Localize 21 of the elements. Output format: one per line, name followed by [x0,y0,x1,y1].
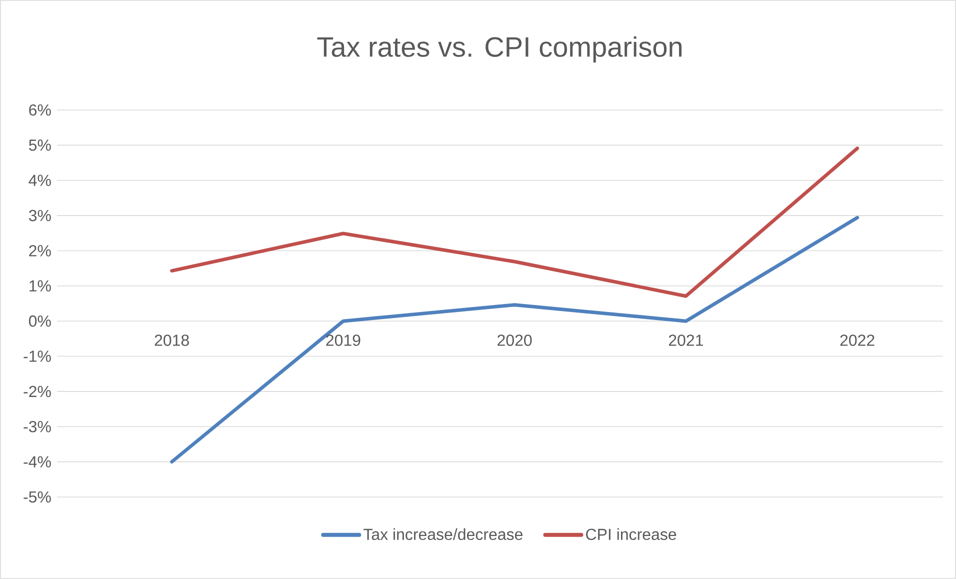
chart-title: Tax rates vs. CPI comparison [317,36,682,62]
y-tick-label: 4% [28,174,51,186]
y-tick-label: -3% [24,420,51,432]
y-tick-label: 6% [29,104,51,116]
y-tick-label: 2% [29,245,51,256]
y-tick-label: -5% [24,491,51,503]
y-tick-label: 0% [28,315,51,327]
y-tick-label: -1% [24,350,51,362]
legend-label: Tax increase/decrease [364,528,522,540]
x-tick-label: 2020 [498,334,532,346]
y-tick-label: 1% [30,280,51,292]
x-tick-label: 2019 [326,334,360,346]
y-tick-label: 3% [28,210,51,222]
y-tick-label: -2% [24,386,51,398]
x-tick-label: 2022 [840,334,874,346]
y-tick-label: -4% [24,456,51,468]
y-tick-label: 5% [28,140,51,151]
x-tick-label: 2018 [154,334,189,346]
legend-label: CPI increase [586,528,676,540]
line-series [170,146,860,298]
x-tick-label: 2021 [668,334,703,346]
